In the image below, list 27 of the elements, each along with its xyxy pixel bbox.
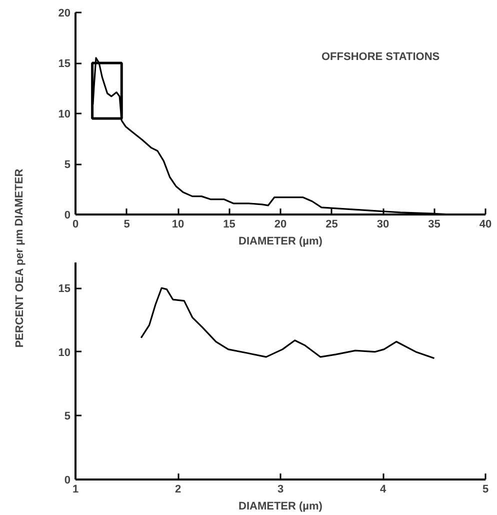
x-tick-label: 2 <box>174 484 182 496</box>
x-tick-label: 0 <box>72 218 79 230</box>
x-tick-label: 10 <box>172 218 184 230</box>
y-tick-label: 15 <box>58 58 71 70</box>
x-tick-label: 25 <box>326 218 338 230</box>
x-tick-label: 30 <box>376 218 390 230</box>
y-tick-label: 10 <box>58 346 71 359</box>
annotation: OFFSHORE STATIONS <box>322 51 440 63</box>
x-axis-title: DIAMETER (µm) <box>238 500 323 512</box>
y-tick-label: 15 <box>58 283 71 296</box>
x-tick-label: 35 <box>428 218 440 230</box>
x-axis-title: DIAMETER (µm) <box>238 236 323 248</box>
y-tick-label: 20 <box>58 8 71 20</box>
y-tick-label: 10 <box>58 108 71 120</box>
x-tick-label: 5 <box>124 218 130 230</box>
y-tick-label: 5 <box>64 410 71 423</box>
y-tick-label: 5 <box>64 159 71 171</box>
x-tick-label: 1 <box>72 484 79 496</box>
y-tick-label: 0 <box>64 474 71 486</box>
y-axis-title: PERCENT OEA per µm DIAMETER <box>14 168 26 348</box>
x-tick-label: 5 <box>482 484 489 496</box>
x-tick-label: 40 <box>479 218 492 230</box>
y-tick-label: 0 <box>64 210 71 222</box>
x-tick-label: 4 <box>380 484 387 496</box>
x-tick-label: 15 <box>223 218 236 230</box>
x-tick-label: 3 <box>277 484 284 496</box>
x-tick-label: 20 <box>274 218 287 230</box>
